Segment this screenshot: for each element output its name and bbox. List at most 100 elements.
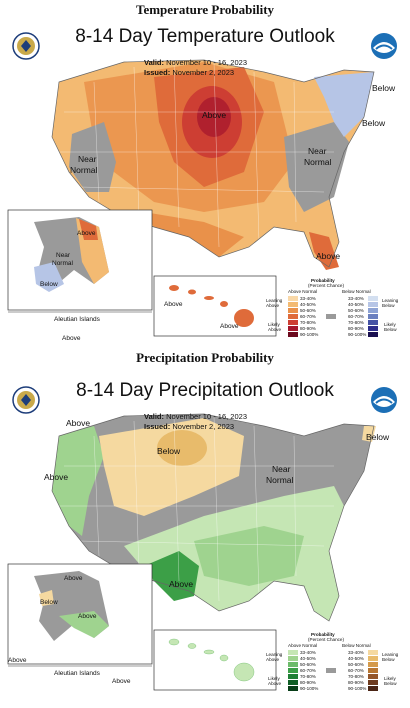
temp-label-above-florida: Above <box>316 251 340 261</box>
precip-ne-below <box>362 426 376 442</box>
precipitation-issued-value: November 2, 2023 <box>172 422 235 431</box>
precipitation-valid-line: Valid: November 10 - 16, 2023 <box>144 412 247 421</box>
ak-temp-label-near-2: Normal <box>52 260 74 267</box>
temp-legend-leaning-above-2: Above <box>266 303 279 308</box>
temp-aleutian-label: Aleutian Islands <box>54 316 101 323</box>
temperature-section-title: Temperature Probability <box>135 2 275 17</box>
svg-text:60-70%: 60-70% <box>348 668 364 673</box>
temp-legend-col1: Above Normal <box>288 289 317 294</box>
svg-text:70-80%: 70-80% <box>348 674 364 679</box>
precip-label-above-tx: Above <box>169 579 193 589</box>
svg-text:90-100%: 90-100% <box>348 332 366 337</box>
temp-label-near-west-2: Normal <box>70 165 98 175</box>
precip-legend-subtitle: (Percent Chance) <box>308 637 344 642</box>
precipitation-issued-line: Issued: November 2, 2023 <box>144 422 234 431</box>
temp-label-near-east-1: Near <box>308 146 327 156</box>
precip-label-above-nw: Above <box>66 418 90 428</box>
alaska-below-region <box>34 262 64 292</box>
temp-ne-below <box>314 72 374 137</box>
temp-legend-likely-above-1: Likely <box>268 322 280 327</box>
temp-legend-leaning-above-1: Leaning <box>266 298 283 303</box>
temp-legend-swatches-above <box>288 296 298 337</box>
precip-commerce-seal-icon <box>12 386 40 414</box>
noaa-logo-icon <box>371 33 397 59</box>
precipitation-valid-label: Valid: <box>144 412 165 421</box>
precipitation-map-title: 8-14 Day Precipitation Outlook <box>76 380 334 401</box>
precip-legend-likely-above-2: Above <box>268 681 281 686</box>
temperature-valid-value: November 10 - 16, 2023 <box>166 58 247 67</box>
precip-legend-swatches-above <box>288 650 298 691</box>
temperature-map: Above Near Normal Near Normal Below Belo… <box>7 59 396 342</box>
precipitation-issued-label: Issued: <box>144 422 171 431</box>
precip-label-near-2: Normal <box>266 475 294 485</box>
precip-aleutian-label: Aleutian Islands <box>54 670 101 677</box>
precipitation-valid-value: November 10 - 16, 2023 <box>166 412 247 421</box>
ak-temp-label-above: Above <box>77 230 96 237</box>
svg-text:60-70%: 60-70% <box>348 314 364 319</box>
precip-legend-col1: Above Normal <box>288 643 317 648</box>
temp-hawaii-above-1: Above <box>164 301 183 308</box>
svg-text:70-80%: 70-80% <box>300 674 316 679</box>
svg-text:90-100%: 90-100% <box>300 686 318 691</box>
ak-precip-label-above-3: Above <box>8 657 27 664</box>
noaa-commerce-seal-icon <box>12 32 40 60</box>
svg-text:40-50%: 40-50% <box>300 656 316 661</box>
precipitation-legend: Probability (Percent Chance) Above Norma… <box>266 632 399 691</box>
precip-label-below-ne: Below <box>366 432 390 442</box>
temp-legend-leaning-below-1: Leaning <box>382 298 399 303</box>
svg-text:60-70%: 60-70% <box>300 314 316 319</box>
precip-alaska-above-south <box>59 611 109 638</box>
temp-legend-ranges: 33-40% 40-50% 50-60% 60-70% 70-80% 80-90… <box>300 296 366 337</box>
precip-label-above-w: Above <box>44 472 68 482</box>
precip-legend-likely-below-1: Likely <box>384 676 396 681</box>
precip-legend-leaning-above-2: Above <box>266 657 279 662</box>
svg-text:40-50%: 40-50% <box>348 656 364 661</box>
temp-core-above <box>197 97 231 137</box>
temp-legend-swatches-below <box>368 296 378 337</box>
temperature-map-title: 8-14 Day Temperature Outlook <box>75 26 335 47</box>
precip-state-borders <box>59 415 334 602</box>
precipitation-map: Above Above Below Near Normal Below Abov… <box>7 413 390 691</box>
precip-west-above <box>52 426 104 536</box>
temp-label-above-north: Above <box>202 110 226 120</box>
svg-text:40-50%: 40-50% <box>300 302 316 307</box>
svg-text:50-60%: 50-60% <box>300 662 316 667</box>
temperature-valid-line: Valid: November 10 - 16, 2023 <box>144 58 247 67</box>
svg-text:33-40%: 33-40% <box>348 650 364 655</box>
temp-legend-likely-below-1: Likely <box>384 322 396 327</box>
temperature-valid-label: Valid: <box>144 58 165 67</box>
temperature-outlook-panel: Above Near Normal Near Normal Below Belo… <box>4 22 406 342</box>
precip-aleutian-above: Above <box>112 678 131 685</box>
precip-label-near-1: Near <box>272 464 291 474</box>
temp-label-near-east-2: Normal <box>304 157 332 167</box>
svg-text:50-60%: 50-60% <box>348 308 364 313</box>
precip-legend-likely-below-2: Below <box>384 681 397 686</box>
precip-below-core <box>157 430 207 466</box>
ak-temp-label-near-1: Near <box>56 252 71 259</box>
temp-legend-likely-above-2: Above <box>268 327 281 332</box>
temperature-issued-label: Issued: <box>144 68 171 77</box>
precip-legend-swatches-below <box>368 650 378 691</box>
ak-precip-label-above-2: Above <box>78 613 97 620</box>
ak-temp-label-below: Below <box>40 281 58 288</box>
temp-label-near-west-1: Near <box>78 154 97 164</box>
precip-legend-normal-swatch <box>326 668 336 673</box>
svg-text:33-40%: 33-40% <box>300 650 316 655</box>
temperature-issued-value: November 2, 2023 <box>172 68 235 77</box>
temp-legend-leaning-below-2: Below <box>382 303 395 308</box>
temp-legend-subtitle: (Percent Chance) <box>308 283 344 288</box>
precip-legend-col2: Below Normal <box>342 643 371 648</box>
temp-west-near-normal <box>69 122 116 192</box>
temp-legend-likely-below-2: Below <box>384 327 397 332</box>
svg-text:50-60%: 50-60% <box>348 662 364 667</box>
svg-text:70-80%: 70-80% <box>348 320 364 325</box>
precip-legend-leaning-below-1: Leaning <box>382 652 399 657</box>
precip-texas-above <box>144 551 199 601</box>
precipitation-outlook-panel: Above Above Below Near Normal Below Abov… <box>4 376 406 696</box>
svg-text:33-40%: 33-40% <box>348 296 364 301</box>
precip-south-mid-above <box>194 526 304 586</box>
temp-hawaii-above-2: Above <box>220 323 239 330</box>
precip-legend-likely-above-1: Likely <box>268 676 280 681</box>
svg-text:80-90%: 80-90% <box>300 680 316 685</box>
svg-text:80-90%: 80-90% <box>348 680 364 685</box>
